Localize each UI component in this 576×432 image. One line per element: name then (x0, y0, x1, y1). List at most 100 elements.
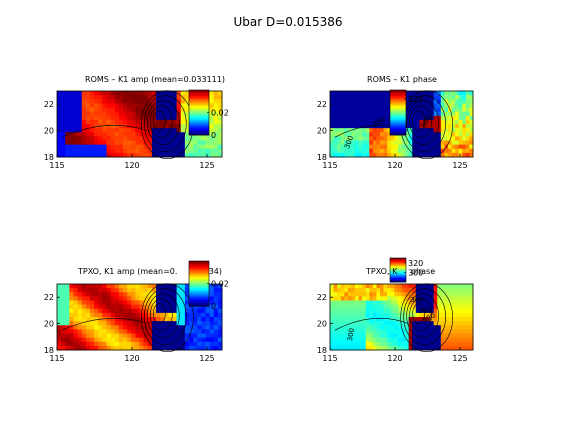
heatmap-cell (430, 136, 435, 141)
heatmap-cell (455, 111, 460, 117)
heatmap-cell (351, 312, 356, 318)
heatmap-cell (455, 317, 460, 322)
heatmap-cell (419, 91, 424, 96)
heatmap-cell (340, 284, 345, 289)
heatmap-cell (69, 144, 74, 150)
heatmap-cell (57, 284, 62, 289)
heatmap-cell (430, 111, 435, 117)
heatmap-cell (415, 345, 420, 351)
heatmap-cell (344, 292, 349, 297)
heatmap-cell (156, 333, 161, 339)
heatmap-cell (102, 119, 107, 125)
heatmap-cell (114, 136, 120, 141)
heatmap-cell (205, 308, 211, 314)
heatmap-cell (394, 341, 399, 347)
heatmap-cell (106, 99, 112, 104)
heatmap-cell (447, 333, 452, 339)
heatmap-cell (344, 111, 349, 117)
heatmap-cell (426, 111, 431, 117)
heatmap-cell (444, 152, 449, 158)
heatmap-cell (465, 107, 470, 113)
colorbar-swatch (189, 111, 209, 113)
heatmap-cell (333, 115, 338, 121)
heatmap-cell (94, 119, 99, 125)
heatmap-cell (106, 317, 112, 322)
heatmap-cell (419, 308, 424, 314)
heatmap-cell (383, 103, 388, 108)
heatmap-cell (358, 103, 363, 108)
colorbar-swatch (390, 261, 406, 263)
heatmap-cell (333, 337, 338, 343)
heatmap-cell (351, 296, 356, 301)
heatmap-cell (168, 292, 173, 297)
heatmap-cell (426, 333, 431, 339)
heatmap-cell (469, 304, 474, 310)
heatmap-cell (197, 325, 202, 330)
heatmap-cell (172, 148, 178, 154)
heatmap-cell (419, 152, 424, 158)
heatmap-cell (458, 99, 463, 104)
heatmap-cell (408, 91, 413, 96)
heatmap-cell (61, 95, 66, 100)
heatmap-cell (94, 115, 99, 121)
heatmap-cell (106, 308, 112, 314)
heatmap-cell (351, 288, 356, 293)
heatmap-cell (430, 292, 435, 297)
heatmap-cell (405, 119, 410, 125)
heatmap-cell (444, 140, 449, 146)
heatmap-cell (57, 325, 62, 330)
heatmap-cell (390, 308, 395, 314)
heatmap-cell (90, 124, 95, 129)
heatmap-cell (390, 329, 395, 334)
heatmap-cell (180, 284, 186, 289)
heatmap-cell (365, 341, 370, 347)
heatmap-cell (401, 284, 406, 289)
heatmap-cell (81, 325, 87, 330)
heatmap-cell (362, 345, 367, 351)
heatmap-cell (184, 284, 190, 289)
heatmap-cell (123, 119, 128, 125)
heatmap-cell (131, 337, 136, 343)
heatmap-cell (394, 296, 399, 301)
heatmap-cell (376, 317, 381, 322)
heatmap-cell (469, 136, 474, 141)
heatmap-cell (344, 144, 349, 150)
heatmap-cell (469, 288, 474, 293)
heatmap-cell (355, 152, 359, 158)
x-tick-label: 125 (452, 161, 467, 170)
heatmap-cell (69, 325, 74, 330)
heatmap-cell (412, 115, 417, 121)
colorbar-swatch (189, 102, 209, 104)
heatmap-cell (61, 341, 66, 347)
heatmap-cell (437, 124, 442, 129)
heatmap-cell (164, 95, 169, 100)
heatmap-cell (135, 288, 140, 293)
heatmap-cell (444, 91, 449, 96)
heatmap-cell (127, 284, 132, 289)
heatmap-cell (114, 111, 120, 117)
heatmap-cell (362, 304, 367, 310)
heatmap-cell (193, 144, 198, 150)
heatmap-cell (337, 292, 342, 297)
heatmap-cell (131, 345, 136, 351)
heatmap-cell (337, 119, 342, 125)
heatmap-cell (397, 337, 402, 343)
heatmap-cell (397, 148, 402, 154)
heatmap-cell (351, 333, 356, 339)
heatmap-cell (77, 304, 83, 310)
heatmap-cell (102, 132, 107, 137)
heatmap-cell (176, 136, 182, 141)
heatmap-cell (57, 103, 62, 108)
heatmap-cell (61, 128, 66, 133)
heatmap-cell (106, 119, 112, 125)
heatmap-cell (143, 341, 149, 347)
heatmap-cell (444, 103, 449, 108)
heatmap-cell (430, 341, 435, 347)
heatmap-cell (209, 288, 215, 293)
contour-line (409, 105, 432, 138)
contour-line (153, 303, 166, 325)
heatmap-cell (102, 144, 107, 150)
heatmap-cell (362, 337, 367, 343)
heatmap-cell (397, 292, 402, 297)
heatmap-cell (383, 300, 388, 306)
